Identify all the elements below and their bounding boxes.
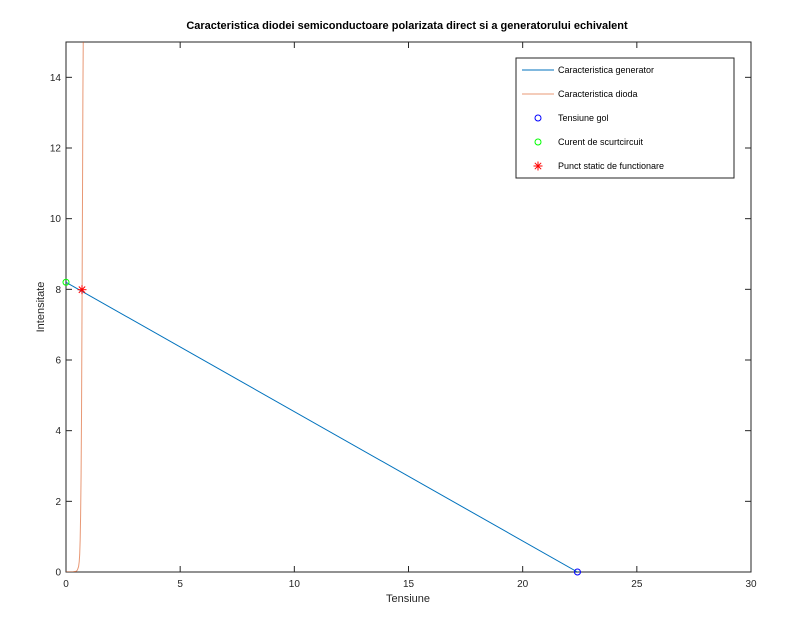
y-tick-label: 14 <box>50 73 62 84</box>
y-tick-label: 0 <box>55 568 61 579</box>
x-axis-label: Tensiune <box>386 593 430 605</box>
legend-entry: Punct static de functionare <box>558 161 664 171</box>
legend-swatch <box>534 114 542 122</box>
plot-area <box>62 42 581 576</box>
x-axis-ticks: 0 5 10 15 20 25 30 <box>63 42 757 590</box>
legend: Caracteristica generator Caracteristica d… <box>515 57 735 179</box>
chart-title: Caracteristica diodei semiconductoare po… <box>186 20 628 32</box>
y-tick-label: 2 <box>55 497 61 508</box>
y-axis-label: Intensitate <box>35 282 47 333</box>
legend-entry: Tensiune gol <box>558 113 609 123</box>
x-tick-label: 25 <box>631 579 643 590</box>
legend-swatch <box>533 161 543 171</box>
y-tick-label: 6 <box>55 356 61 367</box>
point-tensiune-gol <box>573 568 581 576</box>
legend-entry: Caracteristica generator <box>558 65 654 75</box>
legend-swatch <box>534 138 542 146</box>
legend-box <box>515 57 735 179</box>
y-tick-label: 10 <box>50 214 62 225</box>
series-line-generator <box>66 281 578 572</box>
y-tick-label: 4 <box>55 426 61 437</box>
y-tick-label: 8 <box>55 285 61 296</box>
y-axis-ticks: 0 2 4 6 8 10 12 14 <box>50 73 751 579</box>
x-tick-label: 20 <box>517 579 529 590</box>
x-tick-label: 5 <box>177 579 183 590</box>
point-static-functionare <box>77 285 87 295</box>
x-tick-label: 0 <box>63 579 69 590</box>
series-lines <box>66 42 578 572</box>
y-tick-label: 12 <box>50 144 62 155</box>
series-line-dioda <box>66 42 84 572</box>
legend-entry: Curent de scurtcircuit <box>558 137 644 147</box>
x-tick-label: 15 <box>403 579 415 590</box>
x-tick-label: 10 <box>289 579 301 590</box>
point-curent-scurtcircuit <box>62 278 70 286</box>
legend-entry: Caracteristica dioda <box>558 89 638 99</box>
x-tick-label: 30 <box>745 579 757 590</box>
